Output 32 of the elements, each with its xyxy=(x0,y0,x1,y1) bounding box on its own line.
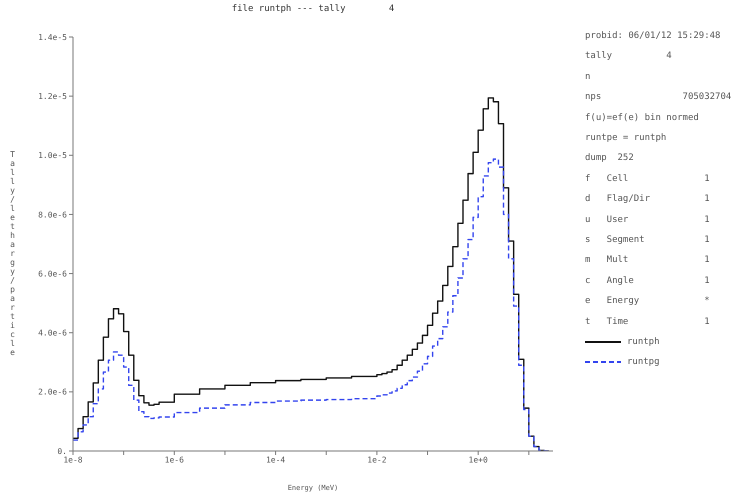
y-tick-label: 8.0e-6 xyxy=(38,210,68,220)
text: n xyxy=(585,70,592,84)
text: dump 252 xyxy=(585,152,635,166)
text: nps 705032704 xyxy=(585,91,732,104)
text: runtpe = runtph xyxy=(585,132,668,146)
y-tick-label: 1.0e-5 xyxy=(38,151,68,160)
text: e Energy * xyxy=(585,295,711,308)
text: m Mult 1 xyxy=(585,254,711,268)
y-tick-label: 0. xyxy=(57,446,67,456)
y-axis-title: Tally/lethargy/particle xyxy=(8,150,17,357)
x-tick-label: 1e-8 xyxy=(63,456,83,465)
text: f Cell 1 xyxy=(585,172,711,186)
y-tick-label: 6.0e-6 xyxy=(38,269,68,278)
chart-title: file runtph --- tally 4 xyxy=(230,4,396,14)
text: f(u)=ef(e) bin normed xyxy=(585,112,700,125)
text: u User 1 xyxy=(585,214,711,227)
x-tick-label: 1e-4 xyxy=(266,456,286,465)
x-tick-label: 1e-2 xyxy=(367,456,387,465)
text: t Time 1 xyxy=(585,316,711,329)
text: tally 4 xyxy=(585,50,673,64)
text: probid: 06/01/12 15:29:48 xyxy=(585,30,722,43)
legend-label: runtph xyxy=(627,336,660,349)
y-tick-label: 4.0e-6 xyxy=(38,328,68,338)
y-tick-label: 1.2e-5 xyxy=(38,92,68,101)
text: d Flag/Dir 1 xyxy=(585,193,711,206)
y-tick-label: 1.4e-5 xyxy=(38,32,68,42)
x-tick-label: 1e+0 xyxy=(468,456,488,465)
legend-label: runtpg xyxy=(627,356,660,369)
y-tick-label: 2.0e-6 xyxy=(38,388,68,397)
x-tick-label: 1e-6 xyxy=(164,456,184,465)
text: s Segment 1 xyxy=(585,234,711,248)
text: c Angle 1 xyxy=(585,274,711,288)
